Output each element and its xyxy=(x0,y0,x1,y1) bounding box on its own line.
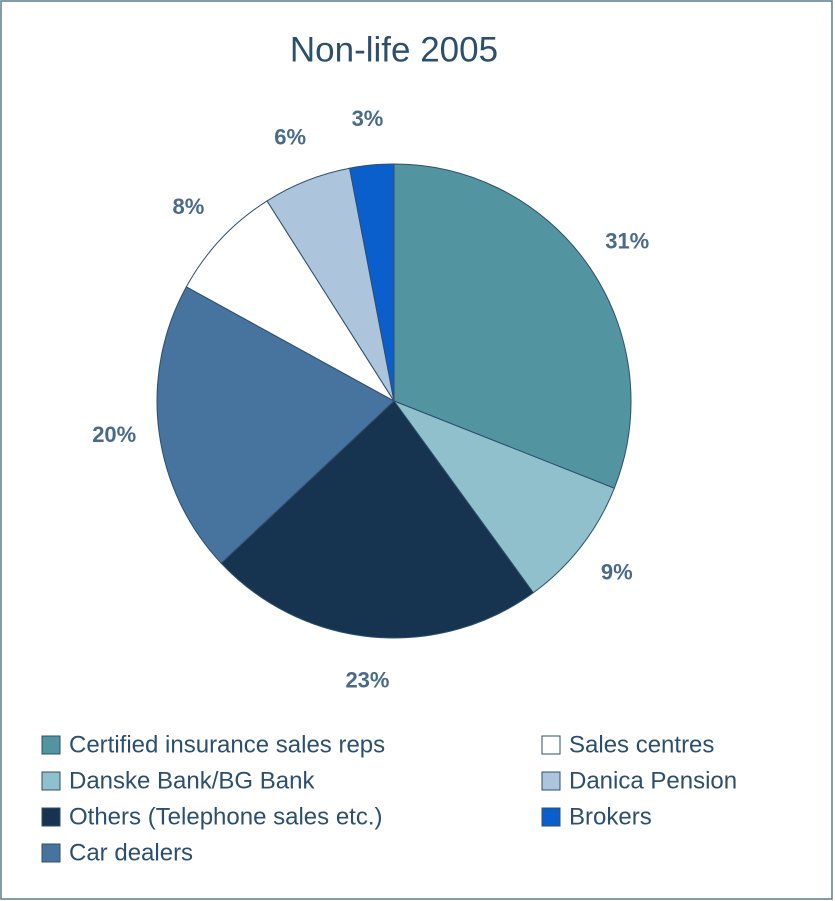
data-label: 23% xyxy=(345,668,389,693)
legend-label: Certified insurance sales reps xyxy=(69,731,385,758)
legend-swatch xyxy=(541,735,561,755)
legend-label: Brokers xyxy=(569,803,652,830)
legend-swatch xyxy=(541,807,561,827)
data-label: 6% xyxy=(274,125,306,150)
legend-swatch xyxy=(41,771,61,791)
legend-label: Danica Pension xyxy=(569,767,737,794)
pie-slice xyxy=(156,286,395,564)
pie-slice xyxy=(185,200,395,402)
chart-title: Non-life 2005 xyxy=(290,30,498,69)
legend-swatch xyxy=(541,771,561,791)
pie-slice xyxy=(349,163,395,402)
legend-label: Others (Telephone sales etc.) xyxy=(69,803,383,830)
data-label: 8% xyxy=(173,194,205,219)
legend-label: Car dealers xyxy=(69,839,193,866)
pie-slice xyxy=(392,399,616,594)
legend-label: Danske Bank/BG Bank xyxy=(69,767,315,794)
pie-slice xyxy=(393,163,632,489)
legend-swatch xyxy=(41,843,61,863)
data-label: 9% xyxy=(601,560,633,585)
legend-swatch xyxy=(41,807,61,827)
data-label: 20% xyxy=(92,422,136,447)
legend-swatch xyxy=(41,735,61,755)
data-label: 31% xyxy=(605,228,649,253)
pie-slice xyxy=(220,400,535,639)
legend-label: Sales centres xyxy=(569,731,714,758)
data-label: 3% xyxy=(352,106,384,131)
